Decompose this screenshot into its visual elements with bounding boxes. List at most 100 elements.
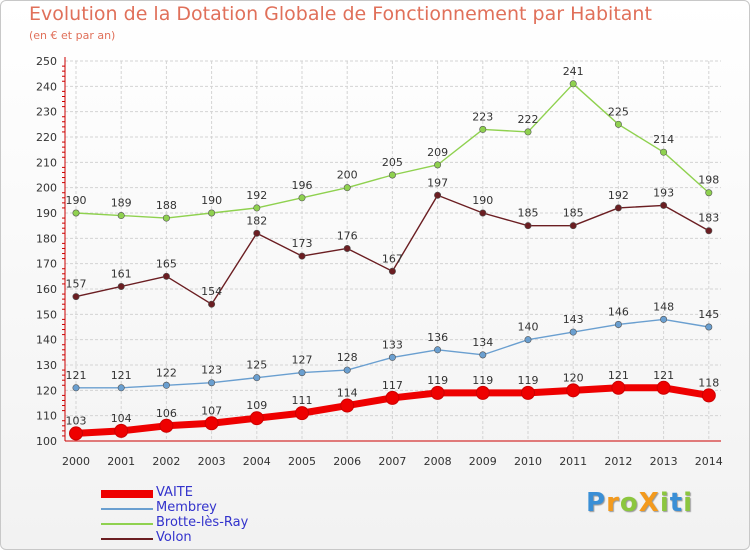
data-label-vaite: 103 <box>66 414 87 427</box>
data-point-brotte-l-s-ray <box>705 189 713 197</box>
data-label-membrey: 128 <box>337 351 358 364</box>
data-point-volon <box>343 244 351 252</box>
x-tick-label: 2007 <box>378 455 406 468</box>
y-tick-label: 130 <box>36 359 57 372</box>
logo-letter: P <box>586 488 607 518</box>
legend-swatch <box>101 523 153 525</box>
data-point-membrey <box>434 346 442 354</box>
data-label-vaite: 120 <box>563 371 584 384</box>
legend-swatch <box>101 508 153 510</box>
y-tick-label: 150 <box>36 308 57 321</box>
y-tick-label: 140 <box>36 334 57 347</box>
data-point-vaite <box>656 380 671 395</box>
data-label-volon: 176 <box>337 229 358 242</box>
data-label-membrey: 148 <box>653 300 674 313</box>
y-tick-label: 110 <box>36 410 57 423</box>
data-point-membrey <box>343 366 351 374</box>
x-tick-label: 2013 <box>650 455 678 468</box>
chart-title: Evolution de la Dotation Globale de Fonc… <box>29 3 652 25</box>
x-tick-label: 2000 <box>62 455 90 468</box>
data-point-membrey <box>117 384 125 392</box>
data-point-vaite <box>521 385 535 400</box>
data-point-volon <box>524 222 532 230</box>
data-point-vaite <box>430 385 445 400</box>
logo-letter: i <box>659 488 670 518</box>
x-tick-label: 2005 <box>288 455 316 468</box>
data-label-brotte-l-s-ray: 189 <box>111 197 132 210</box>
data-point-membrey <box>660 315 668 323</box>
data-point-volon <box>208 300 216 308</box>
data-label-brotte-l-s-ray: 190 <box>201 194 222 207</box>
y-tick-label: 220 <box>36 131 57 144</box>
data-point-vaite <box>701 388 716 403</box>
y-tick-label: 100 <box>36 435 57 448</box>
data-point-vaite <box>114 423 129 438</box>
logo-letter: t <box>669 488 684 518</box>
legend-swatch <box>101 490 153 498</box>
data-label-brotte-l-s-ray: 198 <box>698 174 719 187</box>
data-label-volon: 173 <box>292 237 313 250</box>
data-label-brotte-l-s-ray: 196 <box>292 179 313 192</box>
data-point-membrey <box>72 384 80 392</box>
data-label-vaite: 119 <box>427 374 448 387</box>
data-point-vaite <box>159 418 174 433</box>
data-point-membrey <box>524 336 532 344</box>
data-label-brotte-l-s-ray: 209 <box>427 146 448 159</box>
data-label-membrey: 136 <box>427 331 448 344</box>
data-label-volon: 193 <box>653 186 674 199</box>
data-point-vaite <box>611 380 626 395</box>
data-label-volon: 182 <box>246 214 267 227</box>
data-label-vaite: 106 <box>156 407 177 420</box>
y-tick-label: 180 <box>36 232 57 245</box>
data-label-membrey: 121 <box>111 369 132 382</box>
data-point-brotte-l-s-ray <box>298 194 306 202</box>
data-label-brotte-l-s-ray: 223 <box>472 110 493 123</box>
data-point-brotte-l-s-ray <box>660 148 668 156</box>
data-label-volon: 161 <box>111 267 132 280</box>
data-label-brotte-l-s-ray: 192 <box>246 189 267 202</box>
logo-letter: r <box>606 488 620 518</box>
data-point-volon <box>479 209 487 217</box>
data-label-brotte-l-s-ray: 214 <box>653 133 674 146</box>
data-point-volon <box>434 191 442 199</box>
logo-letter: o <box>619 488 639 518</box>
data-label-membrey: 143 <box>563 313 584 326</box>
data-label-volon: 157 <box>66 278 87 291</box>
legend-label: Membrey <box>156 500 217 515</box>
data-point-volon <box>162 272 170 280</box>
data-label-volon: 197 <box>427 176 448 189</box>
legend-label: VAITE <box>156 485 193 500</box>
data-label-brotte-l-s-ray: 241 <box>563 65 584 78</box>
x-tick-label: 2011 <box>559 455 587 468</box>
data-label-membrey: 146 <box>608 305 629 318</box>
data-label-volon: 183 <box>698 212 719 225</box>
data-label-membrey: 123 <box>201 364 222 377</box>
data-label-vaite: 107 <box>201 404 222 417</box>
data-point-brotte-l-s-ray <box>479 125 487 133</box>
data-point-volon <box>614 204 622 212</box>
logo-letter: X <box>638 488 660 518</box>
data-label-vaite: 121 <box>608 369 629 382</box>
data-point-membrey <box>208 379 216 387</box>
data-point-volon <box>298 252 306 260</box>
data-label-brotte-l-s-ray: 225 <box>608 105 629 118</box>
data-point-membrey <box>614 320 622 328</box>
x-tick-label: 2004 <box>243 455 271 468</box>
data-label-vaite: 118 <box>698 376 719 389</box>
data-point-vaite <box>69 426 83 441</box>
data-label-membrey: 125 <box>246 359 267 372</box>
data-label-membrey: 127 <box>292 354 313 367</box>
data-label-vaite: 114 <box>337 387 358 400</box>
data-point-brotte-l-s-ray <box>208 209 216 217</box>
data-label-volon: 185 <box>563 207 584 220</box>
x-tick-label: 2001 <box>107 455 135 468</box>
data-point-brotte-l-s-ray <box>388 171 396 179</box>
data-point-volon <box>569 222 577 230</box>
data-label-membrey: 133 <box>382 338 403 351</box>
y-tick-label: 250 <box>36 55 57 68</box>
data-point-volon <box>72 293 80 301</box>
data-label-brotte-l-s-ray: 190 <box>66 194 87 207</box>
data-label-volon: 165 <box>156 257 177 270</box>
